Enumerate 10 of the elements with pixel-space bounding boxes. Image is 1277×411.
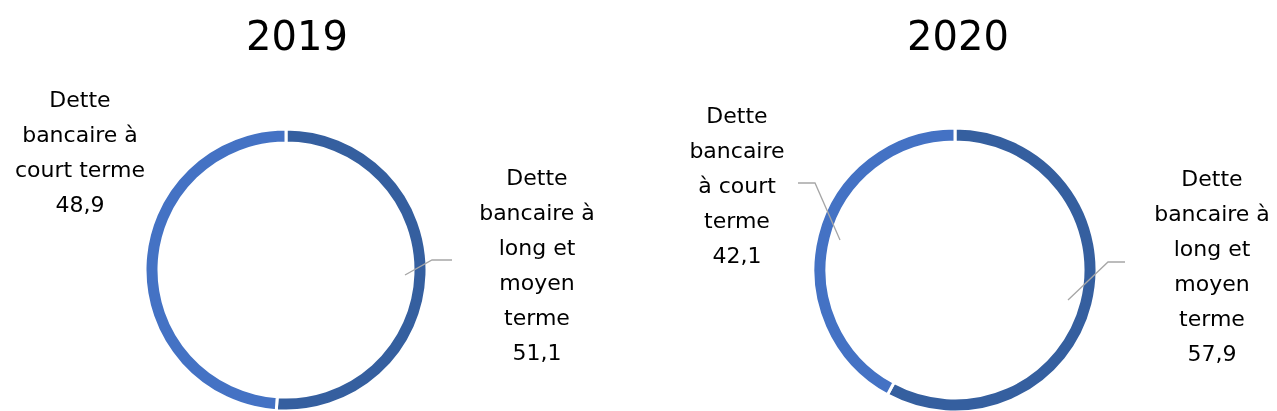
chart-title: 2020	[907, 13, 1009, 59]
data-label: 48,9	[55, 192, 105, 217]
slice-label: Dette bancaire à long et moyen terme	[479, 165, 595, 330]
slice-label: Dette bancaire à court terme	[689, 103, 785, 233]
slice-label: Dette bancaire à long et moyen terme	[1154, 166, 1270, 331]
data-label: 51,1	[512, 340, 562, 365]
data-label: 57,9	[1187, 341, 1237, 366]
slice-label: Dette bancaire à court terme	[15, 87, 145, 182]
chart-title: 2019	[246, 13, 348, 59]
data-label: 42,1	[712, 243, 762, 268]
